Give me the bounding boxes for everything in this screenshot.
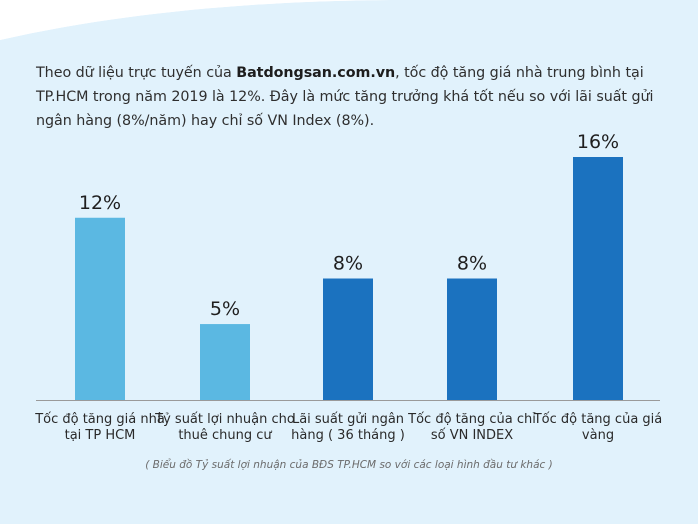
data-label-3: 8% (333, 253, 363, 275)
data-label-5: 16% (577, 131, 619, 153)
data-label-1: 12% (79, 192, 121, 214)
category-label-2: Tỷ suất lợi nhuận cho thuê chung cư (155, 412, 295, 443)
bar-5 (573, 157, 623, 400)
category-label-4: Tốc độ tăng của chỉ số VN INDEX (408, 412, 536, 443)
intro-brand: Batdongsan.com.vn (236, 65, 396, 81)
bar-2 (200, 324, 250, 400)
intro-text-end: , tốc độ tăng giá nhà trung bình tại TP.… (36, 65, 654, 129)
intro-text-start: Theo dữ liệu trực tuyến của (36, 65, 237, 81)
category-label-5: Tốc độ tăng của giá vàng (533, 412, 663, 443)
category-label-3: Lãi suất gửi ngân hàng ( 36 tháng ) (291, 412, 405, 443)
bar-3 (323, 278, 373, 400)
intro-paragraph: Theo dữ liệu trực tuyến của Batdongsan.c… (36, 61, 676, 133)
data-label-2: 5% (210, 298, 240, 320)
chart-caption: ( Biểu đồ Tỷ suất lợi nhuận của BĐS TP.H… (145, 459, 553, 471)
background-top-corner (0, 0, 400, 40)
category-label-1: Tốc độ tăng giá nhà tại TP HCM (35, 412, 165, 443)
bar-1 (75, 217, 125, 400)
data-label-4: 8% (457, 253, 487, 275)
bar-4 (447, 278, 497, 400)
